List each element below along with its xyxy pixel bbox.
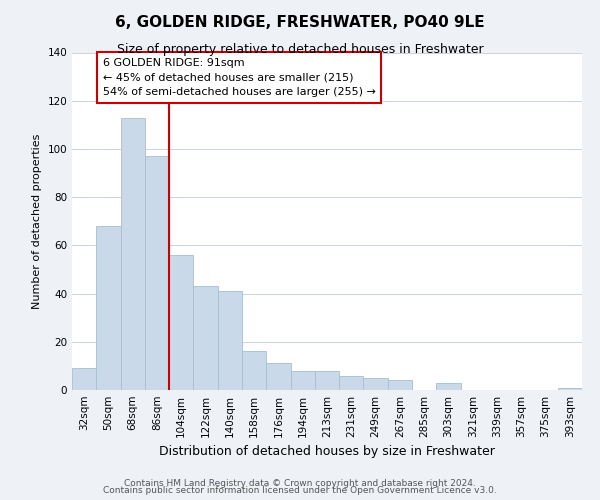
X-axis label: Distribution of detached houses by size in Freshwater: Distribution of detached houses by size … [159,446,495,458]
Bar [558,388,582,390]
Bar [218,291,242,390]
Bar [339,376,364,390]
Text: 6, GOLDEN RIDGE, FRESHWATER, PO40 9LE: 6, GOLDEN RIDGE, FRESHWATER, PO40 9LE [115,15,485,30]
Text: 6 GOLDEN RIDGE: 91sqm
← 45% of detached houses are smaller (215)
54% of semi-det: 6 GOLDEN RIDGE: 91sqm ← 45% of detached … [103,58,376,97]
Bar [266,364,290,390]
Text: Contains HM Land Registry data © Crown copyright and database right 2024.: Contains HM Land Registry data © Crown c… [124,478,476,488]
Bar [364,378,388,390]
Bar [169,255,193,390]
Bar [145,156,169,390]
Text: Contains public sector information licensed under the Open Government Licence v3: Contains public sector information licen… [103,486,497,495]
Bar [290,370,315,390]
Bar [242,352,266,390]
Text: Size of property relative to detached houses in Freshwater: Size of property relative to detached ho… [116,42,484,56]
Bar [96,226,121,390]
Bar [121,118,145,390]
Y-axis label: Number of detached properties: Number of detached properties [32,134,42,309]
Bar [436,383,461,390]
Bar [72,368,96,390]
Bar [315,370,339,390]
Bar [193,286,218,390]
Bar [388,380,412,390]
